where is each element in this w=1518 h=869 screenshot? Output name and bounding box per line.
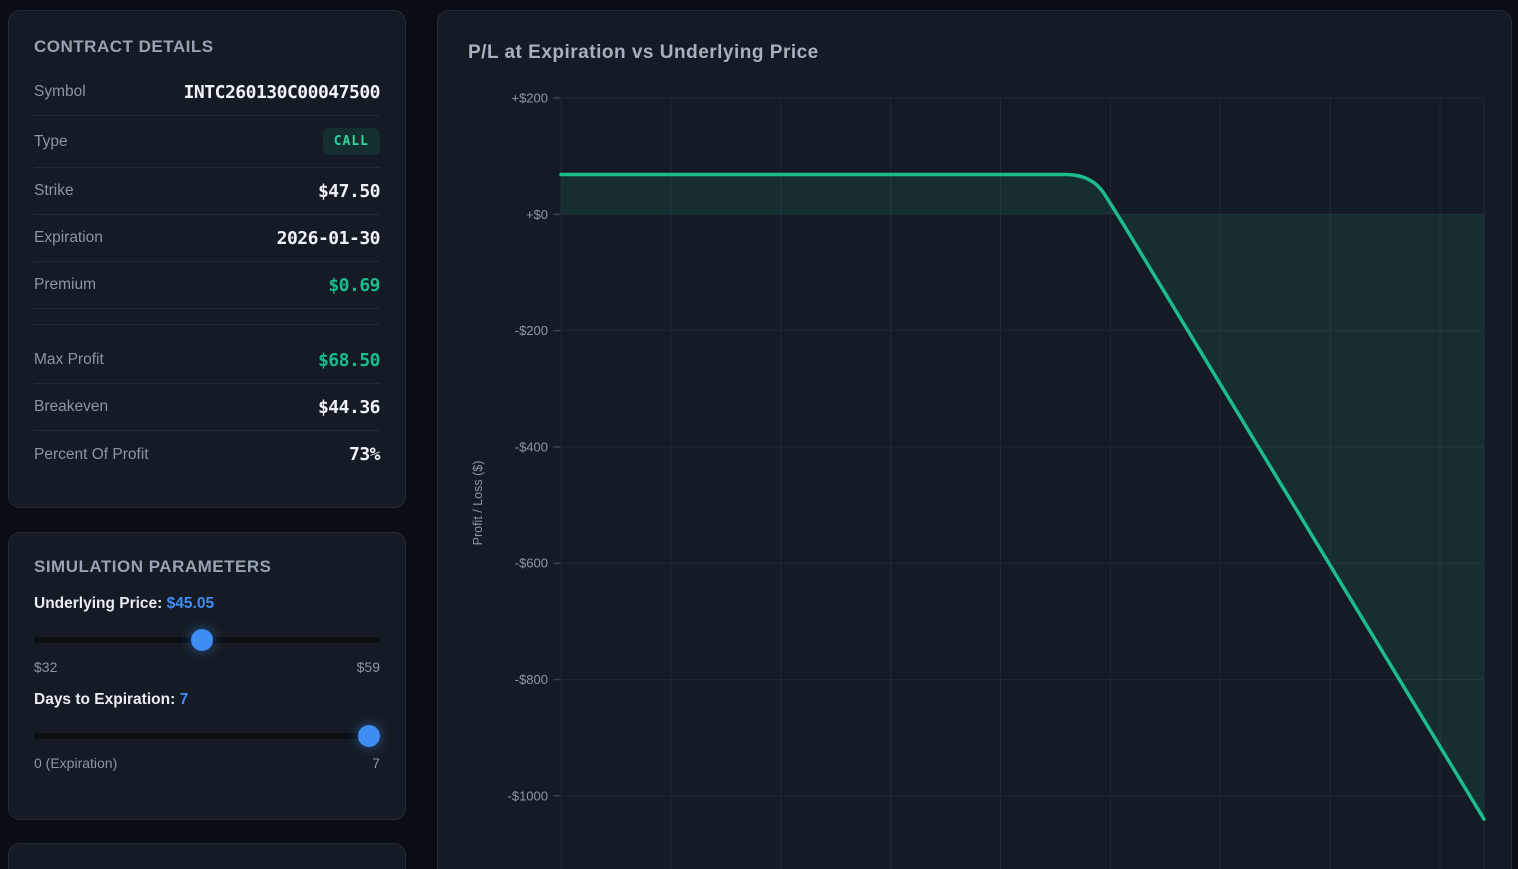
slider-value: 7	[179, 691, 189, 708]
slider-min-label: $32	[34, 659, 58, 675]
detail-row: Symbol INTC260130C00047500	[34, 69, 381, 116]
slider-groups: Underlying Price: $45.05 $32 $59 Days to Ex…	[34, 595, 380, 771]
days-to-expiration-slider[interactable]	[34, 725, 380, 747]
pl-chart-card: P/L at Expiration vs Underlying Price +$…	[437, 10, 1512, 869]
y-tick-label: -$400	[515, 439, 548, 454]
slider-label-text: Underlying Price:	[34, 595, 163, 612]
row-label: Type	[34, 132, 68, 150]
slider-label: Days to Expiration: 7	[34, 691, 380, 709]
row-value: 2026-01-30	[276, 227, 381, 249]
y-tick-label: +$200	[511, 91, 548, 106]
y-tick-label: -$200	[515, 323, 548, 338]
row-value: 73%	[348, 444, 381, 465]
simulation-parameters-card: SIMULATION PARAMETERS Underlying Price: …	[8, 532, 406, 820]
detail-row: Max Profit $68.50	[34, 337, 381, 384]
slider-range-labels: 0 (Expiration) 7	[34, 755, 380, 771]
slider-label: Underlying Price: $45.05	[34, 595, 380, 613]
y-tick-label: -$1000	[508, 788, 548, 803]
contract-details-title: CONTRACT DETAILS	[34, 37, 214, 56]
y-axis-label: Profit / Loss ($)	[471, 461, 485, 546]
y-tick-label: -$800	[515, 672, 548, 687]
row-label: Strike	[34, 182, 74, 199]
slider-min-label: 0 (Expiration)	[34, 755, 118, 771]
row-value: $44.36	[317, 396, 381, 418]
bottom-card	[8, 843, 406, 869]
underlying-price-slider[interactable]	[34, 629, 380, 651]
underlying-price-slider-group: Underlying Price: $45.05 $32 $59	[34, 595, 380, 675]
contract-summary-rows: Max Profit $68.50 Breakeven $44.36 Percent O…	[34, 337, 381, 478]
row-value: INTC260130C00047500	[183, 81, 381, 103]
row-label: Symbol	[34, 83, 86, 100]
pl-line	[559, 172, 1486, 821]
detail-row: Breakeven $44.36	[34, 384, 381, 431]
contract-details-card: CONTRACT DETAILS Symbol INTC260130C000475…	[8, 10, 406, 508]
pl-expiration-chart[interactable]: +$200 +$0 -$200 -$400 -$600 -$800 -$1000 Profit…	[438, 11, 1512, 869]
chart-title: P/L at Expiration vs Underlying Price	[468, 42, 819, 63]
y-tick-label: -$600	[515, 556, 548, 571]
detail-row: Type CALL	[34, 116, 380, 168]
detail-row: Expiration 2026-01-30	[34, 215, 381, 262]
slider-thumb[interactable]	[190, 629, 213, 651]
row-value: $0.69	[328, 274, 380, 296]
slider-track[interactable]	[34, 733, 380, 739]
detail-row: Strike $47.50	[34, 168, 381, 215]
pl-fill-area	[561, 174, 1484, 820]
row-value: $68.50	[317, 349, 381, 371]
row-label: Percent Of Profit	[34, 445, 149, 463]
row-label: Expiration	[34, 229, 103, 246]
row-label: Breakeven	[34, 398, 109, 415]
y-tick-label: +$0	[526, 207, 548, 222]
detail-row: Percent Of Profit 73%	[34, 431, 381, 478]
contract-detail-rows: Symbol INTC260130C00047500 Type CALL Strike $…	[34, 69, 381, 309]
slider-label-text: Days to Expiration:	[34, 691, 176, 708]
row-label: Premium	[34, 276, 97, 293]
type-badge: CALL	[322, 128, 380, 155]
days-to-expiration-slider-group: Days to Expiration: 7 0 (Expiration) 7	[34, 691, 380, 771]
section-divider	[34, 309, 380, 325]
slider-value: $45.05	[166, 595, 215, 612]
slider-thumb[interactable]	[358, 725, 380, 747]
detail-row: Premium $0.69	[34, 262, 380, 309]
simulation-parameters-title: SIMULATION PARAMETERS	[34, 557, 272, 576]
row-label: Max Profit	[34, 351, 104, 368]
slider-max-label: 7	[372, 755, 380, 771]
slider-range-labels: $32 $59	[34, 659, 380, 675]
slider-max-label: $59	[356, 659, 380, 675]
row-value: $47.50	[317, 180, 381, 202]
